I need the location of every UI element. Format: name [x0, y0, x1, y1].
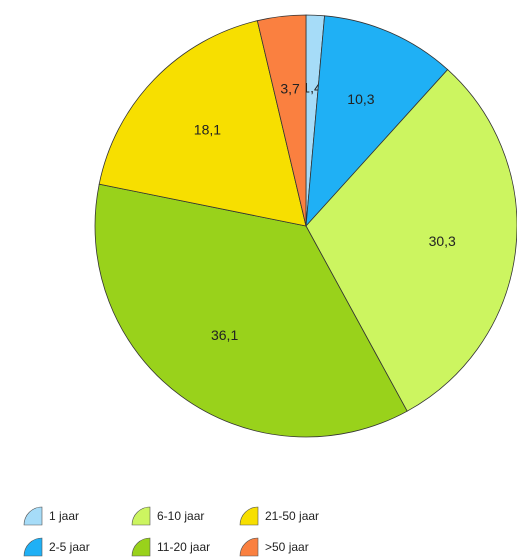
legend-label: 1 jaar — [49, 509, 79, 523]
legend-swatch — [239, 506, 259, 526]
legend-swatch — [23, 537, 43, 557]
slice-label: 36,1 — [211, 327, 238, 343]
legend-label: 6-10 jaar — [157, 509, 204, 523]
slice-label: 10,3 — [347, 91, 374, 107]
pie-slice — [305, 69, 517, 412]
pie-slice — [256, 14, 307, 227]
slice-label: 1,4 — [302, 80, 322, 96]
legend-label: 2-5 jaar — [49, 540, 90, 554]
pie-slice — [98, 20, 307, 227]
legend-swatch — [131, 537, 151, 557]
legend-swatch — [23, 506, 43, 526]
slice-label: 18,1 — [194, 121, 221, 137]
slice-label: 30,3 — [429, 233, 456, 249]
legend-swatch — [131, 506, 151, 526]
pie-slice — [305, 15, 449, 228]
legend-label: 21-50 jaar — [265, 509, 319, 523]
legend-label: 11-20 jaar — [157, 540, 210, 554]
slice-label: 3,7 — [280, 80, 300, 96]
legend-swatch — [239, 537, 259, 557]
pie-slice — [94, 183, 408, 438]
legend-label: >50 jaar — [265, 540, 309, 554]
